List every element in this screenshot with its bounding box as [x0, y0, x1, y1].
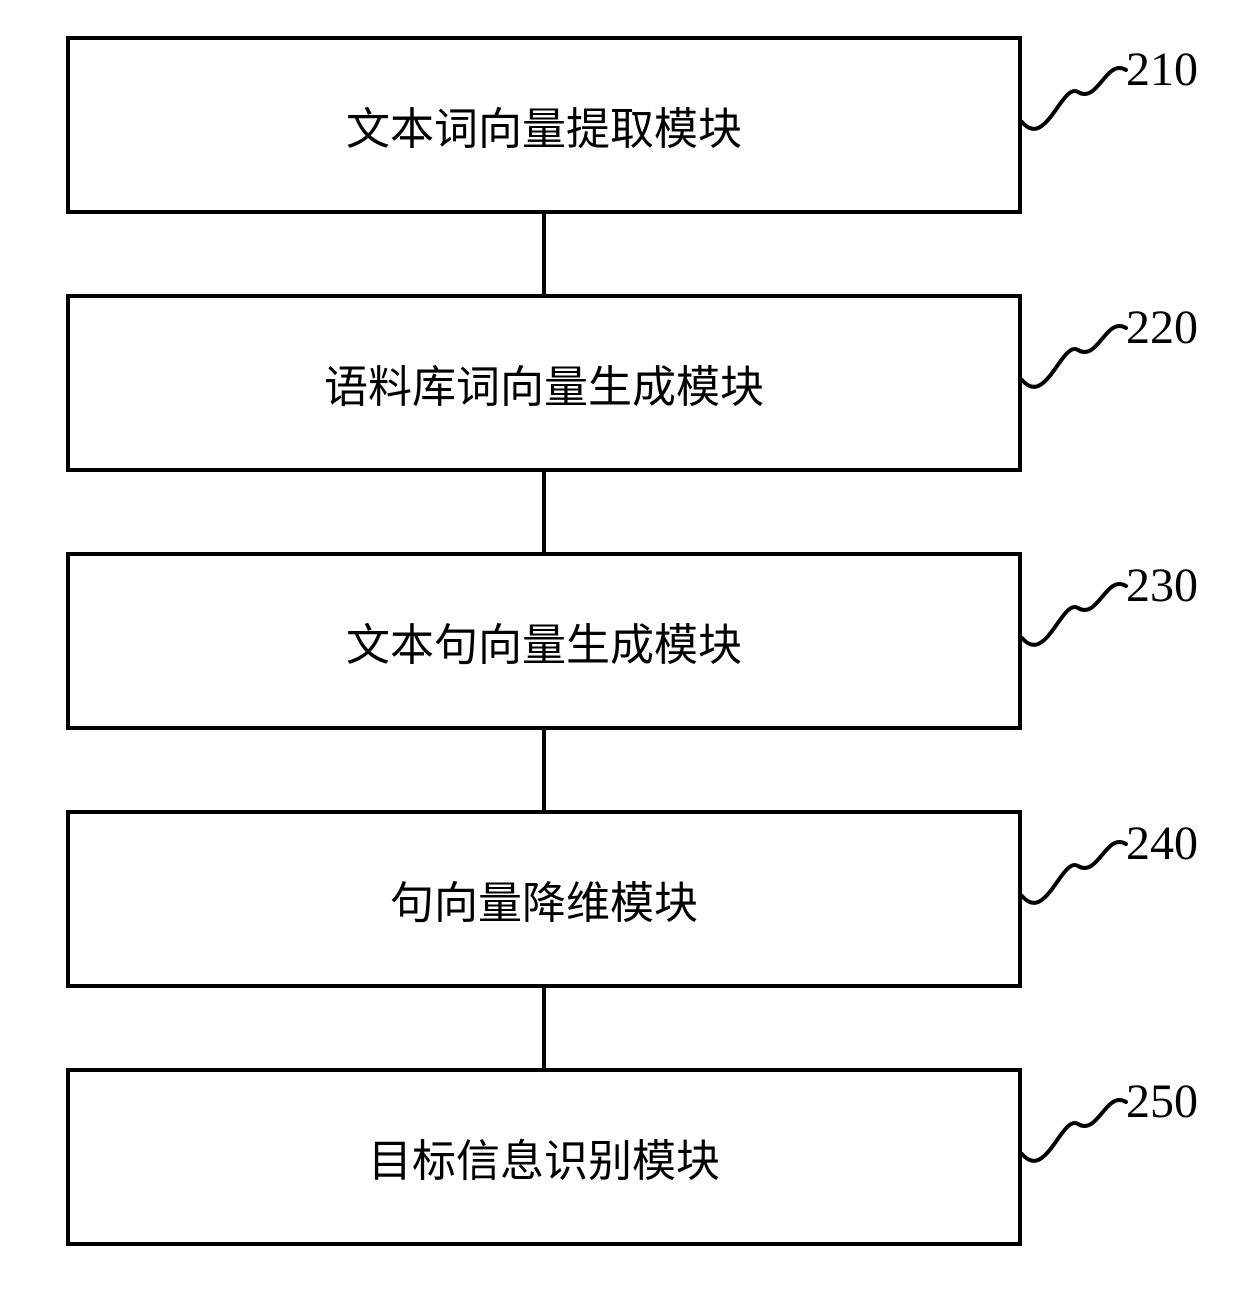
ref-number: 210: [1126, 42, 1198, 97]
ref-number: 250: [1126, 1074, 1198, 1129]
flow-node-n4: 句向量降维模块: [66, 810, 1022, 988]
callout-swoosh: [1022, 1098, 1126, 1174]
flow-node-n2: 语料库词向量生成模块: [66, 294, 1022, 472]
ref-number: 220: [1126, 300, 1198, 355]
callout-swoosh: [1022, 324, 1126, 400]
flow-connector: [542, 472, 546, 552]
flowchart-canvas: 文本词向量提取模块 210 语料库词向量生成模块 220 文本句向量生成模块 230 句向量…: [0, 0, 1240, 1304]
callout-swoosh: [1022, 66, 1126, 142]
flow-connector: [542, 214, 546, 294]
flow-node-label: 句向量降维模块: [390, 867, 698, 931]
flow-connector: [542, 988, 546, 1068]
ref-number: 240: [1126, 816, 1198, 871]
flow-node-label: 文本词向量提取模块: [346, 93, 742, 157]
ref-number: 230: [1126, 558, 1198, 613]
flow-node-n5: 目标信息识别模块: [66, 1068, 1022, 1246]
callout-swoosh: [1022, 582, 1126, 658]
callout-swoosh: [1022, 840, 1126, 916]
flow-node-n1: 文本词向量提取模块: [66, 36, 1022, 214]
flow-connector: [542, 730, 546, 810]
flow-node-label: 文本句向量生成模块: [346, 609, 742, 673]
flow-node-n3: 文本句向量生成模块: [66, 552, 1022, 730]
flow-node-label: 语料库词向量生成模块: [324, 351, 764, 415]
flow-node-label: 目标信息识别模块: [368, 1125, 720, 1189]
